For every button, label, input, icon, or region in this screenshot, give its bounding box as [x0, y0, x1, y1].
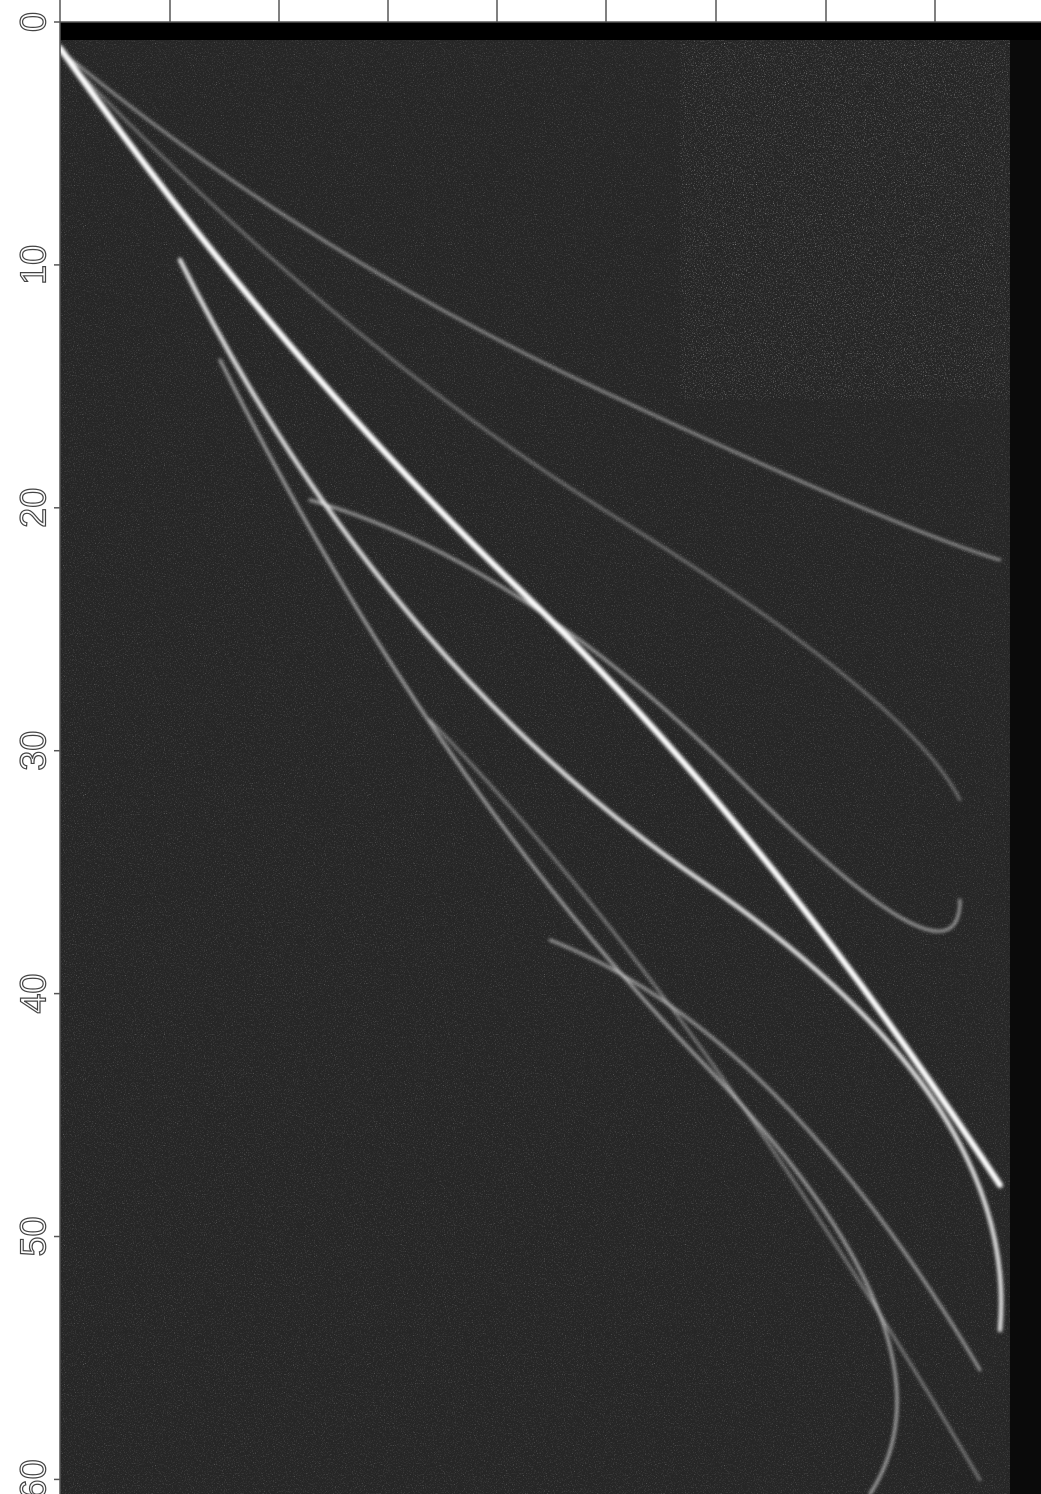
image-top-band	[60, 22, 1041, 40]
image-noise-patch	[680, 40, 1010, 400]
curve	[218, 358, 899, 1494]
top-axis	[59, 0, 1041, 23]
curve	[308, 498, 962, 933]
y-tick-label: 20	[13, 488, 54, 528]
curve	[548, 938, 982, 1372]
curve	[428, 718, 982, 1482]
curve	[58, 48, 1002, 562]
y-tick-label: 10	[13, 245, 54, 285]
image-panel	[57, 22, 1041, 1494]
curve	[57, 45, 1003, 1188]
y-tick-label: 40	[13, 974, 54, 1014]
y-tick-label: 0	[13, 12, 54, 32]
y-tick-label: 60	[13, 1459, 54, 1494]
y-tick-label: 30	[13, 731, 54, 771]
image-right-band	[1010, 40, 1041, 1494]
image-curves	[57, 45, 1004, 1494]
curve	[58, 50, 962, 802]
curve	[177, 257, 1004, 1333]
y-tick-label: 50	[13, 1216, 54, 1256]
